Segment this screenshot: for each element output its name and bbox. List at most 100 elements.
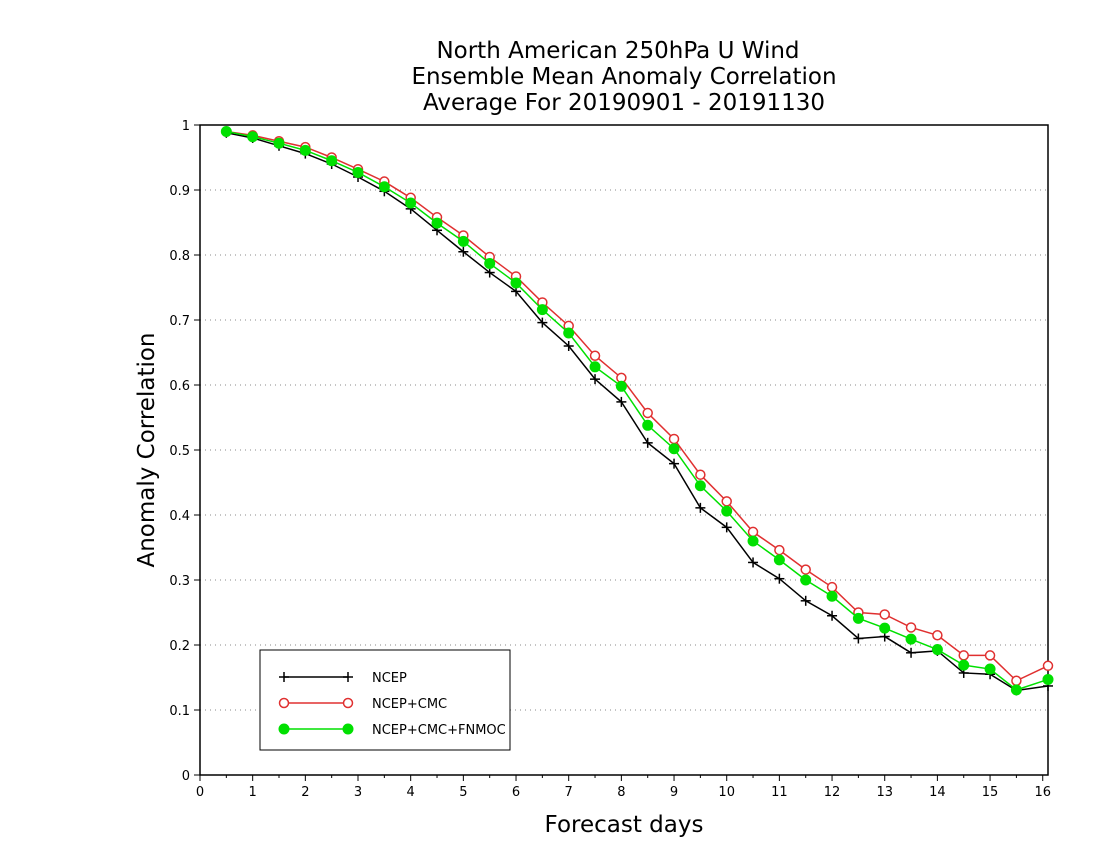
data-point-ncep-cmc-fnmoc [642, 419, 654, 431]
legend: NCEP NCEP+CMC NCEP+CMC+FNMOC [259, 649, 511, 751]
x-tick-label: 14 [929, 785, 946, 800]
data-point-ncep [774, 573, 785, 584]
data-point-ncep-cmc-fnmoc [247, 131, 259, 143]
data-point-ncep-cmc-fnmoc [773, 554, 785, 566]
legend-marker [343, 672, 353, 682]
chart-title-line-2: Ensemble Mean Anomaly Correlation [411, 64, 836, 90]
data-point-ncep-cmc-fnmoc [405, 197, 417, 209]
data-point-ncep [669, 458, 680, 469]
data-point-ncep [827, 610, 838, 621]
legend-label: NCEP [372, 671, 407, 686]
data-point-ncep-cmc-fnmoc [905, 633, 917, 645]
y-tick-label: 0.9 [169, 184, 190, 199]
x-axis-label: Forecast days [545, 812, 704, 838]
y-tick-label: 0.5 [169, 444, 190, 459]
data-point-ncep-cmc-fnmoc [326, 155, 338, 167]
data-point-ncep-cmc-fnmoc [879, 622, 891, 634]
y-tick-label: 1 [182, 119, 190, 134]
data-point-ncep-cmc [642, 407, 653, 419]
data-point-ncep-cmc-fnmoc [852, 612, 864, 624]
data-point-ncep-cmc-fnmoc [958, 659, 970, 671]
data-point-ncep-cmc [668, 433, 680, 445]
x-tick-label: 1 [249, 785, 257, 800]
data-point-ncep-cmc [826, 581, 838, 593]
chart-title-line-1: North American 250hPa U Wind [436, 38, 799, 64]
data-point-ncep-cmc [905, 622, 917, 633]
y-tick-label: 0.6 [169, 379, 190, 394]
legend-marker [278, 697, 290, 709]
x-tick-label: 5 [459, 785, 467, 800]
data-point-ncep [748, 557, 759, 568]
legend-box [259, 649, 511, 751]
data-point-ncep-cmc-fnmoc [1042, 673, 1054, 685]
data-point-ncep-cmc [774, 544, 785, 556]
data-point-ncep-cmc-fnmoc [1010, 684, 1022, 696]
data-point-ncep-cmc-fnmoc [484, 257, 496, 269]
data-point-ncep-cmc-fnmoc [615, 380, 627, 392]
y-axis-label: Anomaly Correlation [134, 332, 160, 567]
data-point-ncep-cmc-fnmoc [589, 361, 601, 373]
data-point-ncep-cmc-fnmoc [668, 443, 680, 455]
legend-label: NCEP+CMC+FNMOC [372, 723, 506, 738]
data-point-ncep-cmc-fnmoc [431, 217, 443, 229]
axis-ticks: 00.10.20.30.40.50.60.70.80.910 1 2 3 4 5 6 7 8 9 1… [169, 119, 1051, 800]
data-point-ncep-cmc [879, 609, 890, 620]
x-tick-label: 3 [354, 785, 362, 800]
x-tick-label: 2 [301, 785, 309, 800]
data-point-ncep-cmc-fnmoc [378, 181, 390, 193]
x-tick-label: 11 [771, 785, 788, 800]
data-point-ncep-cmc-fnmoc [352, 166, 364, 178]
data-point-ncep-cmc-fnmoc [826, 590, 838, 602]
x-tick-label: 13 [876, 785, 893, 800]
data-point-ncep-cmc-fnmoc [536, 304, 548, 316]
data-point-ncep [590, 374, 601, 385]
x-tick-label: 6 [512, 785, 520, 800]
legend-label: NCEP+CMC [372, 697, 447, 712]
data-point-ncep [800, 595, 811, 606]
data-point-ncep [563, 341, 574, 351]
data-point-ncep-cmc [695, 469, 706, 480]
legend-marker [342, 697, 354, 709]
x-tick-label: 15 [982, 785, 999, 800]
x-tick-label: 4 [407, 785, 415, 800]
data-point-ncep-cmc [1011, 675, 1022, 686]
data-point-ncep [537, 317, 548, 328]
legend-entry-ncep-cmc: NCEP+CMC [278, 697, 447, 712]
data-point-ncep-cmc [958, 650, 969, 661]
data-point-ncep-cmc [1042, 660, 1054, 672]
data-point-ncep [484, 267, 495, 278]
data-point-ncep [906, 647, 917, 658]
gridlines [200, 189, 1048, 711]
data-point-ncep [458, 246, 469, 257]
y-tick-label: 0.2 [169, 639, 190, 654]
data-point-ncep-cmc-fnmoc [299, 144, 311, 156]
legend-marker [279, 672, 289, 682]
series-line-ncep-cmc [226, 130, 1049, 682]
x-tick-label: 8 [617, 785, 625, 800]
data-point-ncep [853, 633, 864, 644]
data-point-ncep [695, 502, 706, 513]
data-point-ncep-cmc-fnmoc [694, 480, 706, 492]
data-point-ncep-cmc-fnmoc [747, 535, 759, 547]
series-lines [220, 126, 1054, 696]
legend-entry-ncep-cmc-fnmoc: NCEP+CMC+FNMOC [278, 723, 506, 738]
series-line-ncep [226, 132, 1049, 692]
x-tick-label: 9 [670, 785, 678, 800]
y-tick-label: 0.1 [169, 704, 190, 719]
x-tick-label: 0 [196, 785, 204, 800]
data-point-ncep-cmc [800, 564, 811, 575]
data-point-ncep [721, 522, 732, 533]
chart-title-line-3: Average For 20190901 - 20191130 [423, 90, 825, 116]
legend-marker [342, 723, 354, 735]
data-point-ncep-cmc-fnmoc [984, 663, 996, 675]
data-point-ncep-cmc-fnmoc [931, 644, 943, 656]
series-line-ncep-cmc-fnmoc [226, 130, 1049, 691]
data-point-ncep-cmc [589, 350, 601, 361]
data-point-ncep-cmc [984, 650, 996, 661]
x-tick-label: 12 [824, 785, 841, 800]
data-point-ncep-cmc-fnmoc [457, 235, 469, 247]
data-point-ncep-cmc [747, 526, 759, 538]
data-point-ncep-cmc-fnmoc [510, 277, 522, 289]
data-point-ncep [642, 437, 653, 448]
